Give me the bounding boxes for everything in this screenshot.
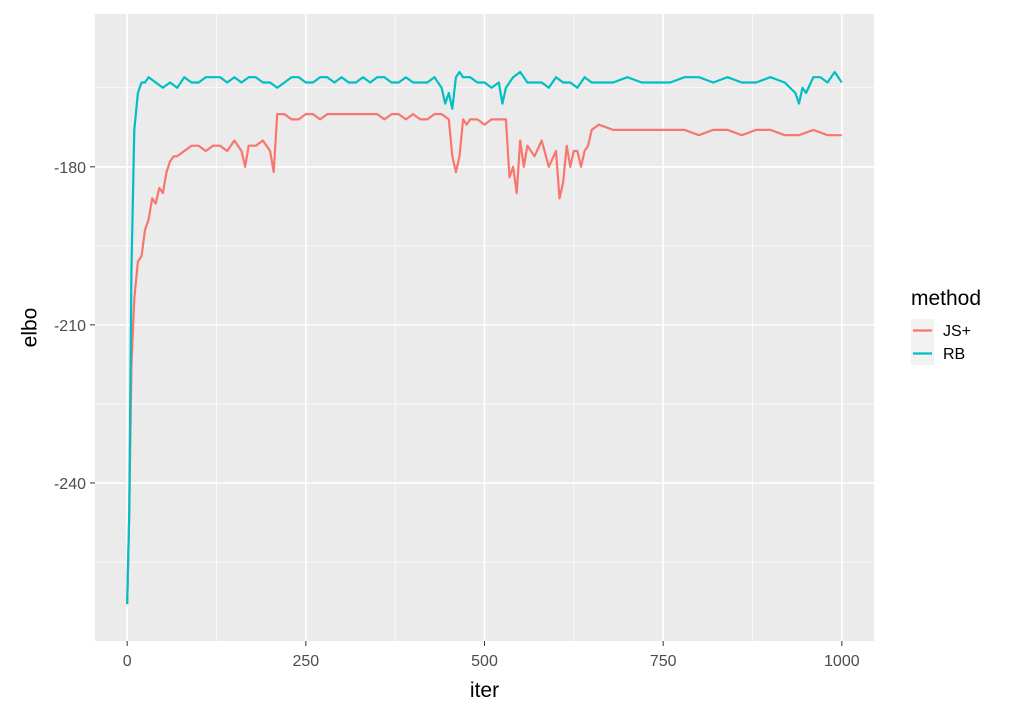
legend-label: JS+ [943,323,971,340]
x-tick-label: 750 [650,653,677,670]
legend-label: RB [943,346,965,363]
y-tick-label: -240 [54,476,86,493]
x-axis-ticks: 0 250 500 750 1000 [123,641,860,670]
x-tick-label: 0 [123,653,132,670]
x-tick-label: 250 [292,653,319,670]
x-tick-label: 500 [471,653,498,670]
series-lines [126,70,843,605]
y-tick-label: -180 [54,160,86,177]
legend-title: method [911,287,981,310]
legend: method JS+ RB [911,287,981,365]
series-line-js [126,112,842,605]
major-gridlines [95,14,874,641]
x-axis-title: iter [470,679,499,702]
x-tick-label: 1000 [824,653,860,670]
series-line-rb [126,70,843,605]
y-tick-label: -210 [54,318,86,335]
legend-items: JS+ RB [911,319,971,365]
y-axis-title: elbo [18,308,41,348]
y-axis-ticks: -180 -210 -240 [54,160,95,493]
